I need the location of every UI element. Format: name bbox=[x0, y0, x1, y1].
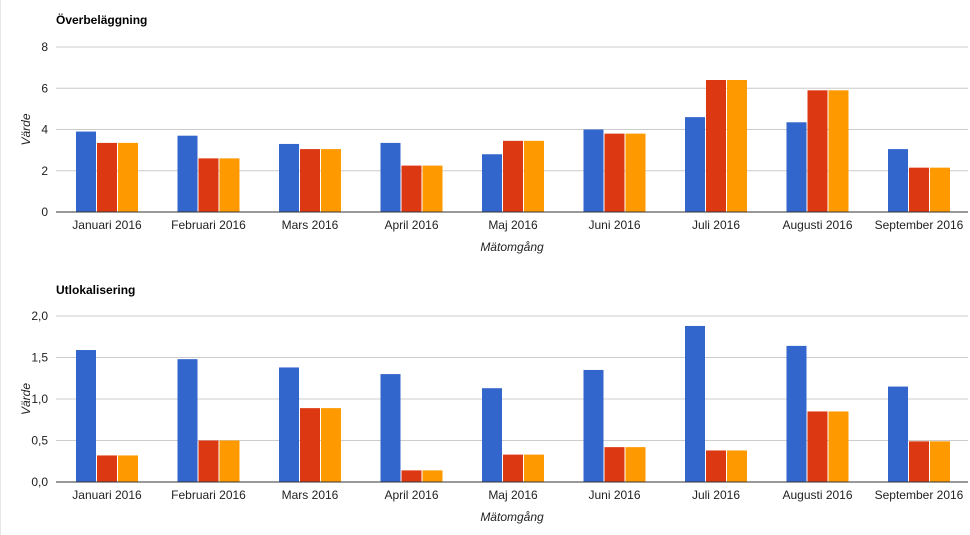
bar-series-3[interactable] bbox=[118, 455, 138, 482]
x-tick-label: Mars 2016 bbox=[282, 488, 339, 502]
bar-series-3[interactable] bbox=[828, 90, 849, 212]
bar-series-1[interactable] bbox=[279, 367, 299, 482]
bar-series-2[interactable] bbox=[807, 90, 828, 212]
x-tick-label: Maj 2016 bbox=[488, 218, 538, 232]
bar-series-2[interactable] bbox=[909, 441, 929, 482]
bar-series-2[interactable] bbox=[706, 80, 726, 212]
bar-series-1[interactable] bbox=[786, 122, 807, 212]
x-tick-label: Mars 2016 bbox=[282, 218, 339, 232]
bar-series-1[interactable] bbox=[380, 142, 401, 212]
bar-series-1[interactable] bbox=[482, 388, 502, 482]
bar-series-3[interactable] bbox=[219, 158, 240, 212]
bar-series-2[interactable] bbox=[807, 411, 828, 482]
page-left-border bbox=[0, 0, 1, 535]
bar-series-3[interactable] bbox=[321, 149, 341, 212]
y-tick-label: 2 bbox=[41, 164, 48, 178]
y-tick-label: 0 bbox=[41, 205, 48, 219]
bar-series-2[interactable] bbox=[198, 158, 219, 212]
bar-series-3[interactable] bbox=[524, 454, 544, 482]
bar-series-2[interactable] bbox=[401, 470, 422, 482]
x-tick-label: Juni 2016 bbox=[588, 218, 640, 232]
bar-series-3[interactable] bbox=[625, 133, 646, 212]
y-tick-label: 6 bbox=[41, 81, 48, 95]
bar-series-1[interactable] bbox=[76, 350, 96, 482]
bar-series-2[interactable] bbox=[300, 149, 320, 212]
y-tick-label: 0,5 bbox=[31, 434, 48, 448]
bar-series-2[interactable] bbox=[909, 167, 929, 212]
y-tick-label: 1,0 bbox=[31, 392, 48, 406]
bar-series-3[interactable] bbox=[727, 80, 747, 212]
bar-series-2[interactable] bbox=[604, 447, 625, 482]
chart-2: Utlokalisering 0,0 0,5 1,0 1,5 2,0 Januari 201… bbox=[19, 283, 968, 524]
bar-series-2[interactable] bbox=[503, 140, 523, 212]
bar-series-3[interactable] bbox=[422, 470, 443, 482]
x-tick-label: Maj 2016 bbox=[488, 488, 538, 502]
bar-series-3[interactable] bbox=[828, 411, 849, 482]
x-tick-label: Augusti 2016 bbox=[782, 488, 852, 502]
y-tick-label: 8 bbox=[41, 40, 48, 54]
x-tick-label: Januari 2016 bbox=[72, 218, 142, 232]
x-tick-label: April 2016 bbox=[384, 488, 438, 502]
x-tick-label: Februari 2016 bbox=[171, 488, 246, 502]
x-axis-title: Mätomgång bbox=[480, 510, 544, 524]
y-tick-label: 1,5 bbox=[31, 351, 48, 365]
bar-series-3[interactable] bbox=[727, 450, 747, 482]
bar-series-3[interactable] bbox=[625, 447, 646, 482]
bar-series-1[interactable] bbox=[177, 359, 198, 482]
y-axis-title: Värde bbox=[19, 113, 33, 145]
bar-series-2[interactable] bbox=[97, 455, 117, 482]
bar-series-2[interactable] bbox=[401, 165, 422, 212]
x-tick-label: Juni 2016 bbox=[588, 488, 640, 502]
bar-series-1[interactable] bbox=[583, 129, 604, 213]
bar-series-3[interactable] bbox=[219, 440, 240, 483]
bar-series-1[interactable] bbox=[685, 325, 705, 482]
chart-title: Utlokalisering bbox=[56, 283, 135, 297]
x-axis-title: Mätomgång bbox=[480, 240, 544, 254]
bar-series-2[interactable] bbox=[706, 450, 726, 482]
x-tick-label: Februari 2016 bbox=[171, 218, 246, 232]
chart-title: Överbeläggning bbox=[56, 12, 147, 27]
bar-series-1[interactable] bbox=[786, 345, 807, 482]
x-tick-label: April 2016 bbox=[384, 218, 438, 232]
bar-series-2[interactable] bbox=[198, 440, 219, 483]
bar-series-3[interactable] bbox=[118, 142, 138, 212]
bar-series-3[interactable] bbox=[930, 441, 950, 482]
bar-series-3[interactable] bbox=[524, 140, 544, 212]
x-tick-label: September 2016 bbox=[875, 488, 964, 502]
bar-series-3[interactable] bbox=[930, 167, 950, 212]
bar-series-1[interactable] bbox=[685, 117, 705, 212]
bar-series-2[interactable] bbox=[604, 133, 625, 212]
x-tick-label: September 2016 bbox=[875, 218, 964, 232]
bar-series-3[interactable] bbox=[422, 165, 443, 212]
x-tick-label: Juli 2016 bbox=[692, 218, 740, 232]
y-tick-label: 4 bbox=[41, 123, 48, 137]
bar-series-1[interactable] bbox=[76, 131, 96, 212]
bar-series-1[interactable] bbox=[279, 143, 299, 212]
bar-series-1[interactable] bbox=[888, 386, 908, 482]
bar-series-2[interactable] bbox=[97, 142, 117, 212]
x-tick-label: Januari 2016 bbox=[72, 488, 142, 502]
bar-series-1[interactable] bbox=[380, 374, 401, 482]
bar-series-1[interactable] bbox=[583, 369, 604, 482]
y-axis-title: Värde bbox=[19, 383, 33, 415]
x-tick-label: Juli 2016 bbox=[692, 488, 740, 502]
y-tick-label: 0,0 bbox=[31, 475, 48, 489]
bar-series-1[interactable] bbox=[482, 154, 502, 212]
bar-series-2[interactable] bbox=[503, 454, 523, 482]
y-tick-label: 2,0 bbox=[31, 309, 48, 323]
bar-series-1[interactable] bbox=[177, 135, 198, 212]
bar-series-2[interactable] bbox=[300, 408, 320, 482]
bar-series-3[interactable] bbox=[321, 408, 341, 482]
x-tick-label: Augusti 2016 bbox=[782, 218, 852, 232]
chart-1: Överbeläggning 0 2 4 6 8 Januari 2016 Februari … bbox=[19, 12, 968, 254]
bar-series-1[interactable] bbox=[888, 149, 908, 212]
